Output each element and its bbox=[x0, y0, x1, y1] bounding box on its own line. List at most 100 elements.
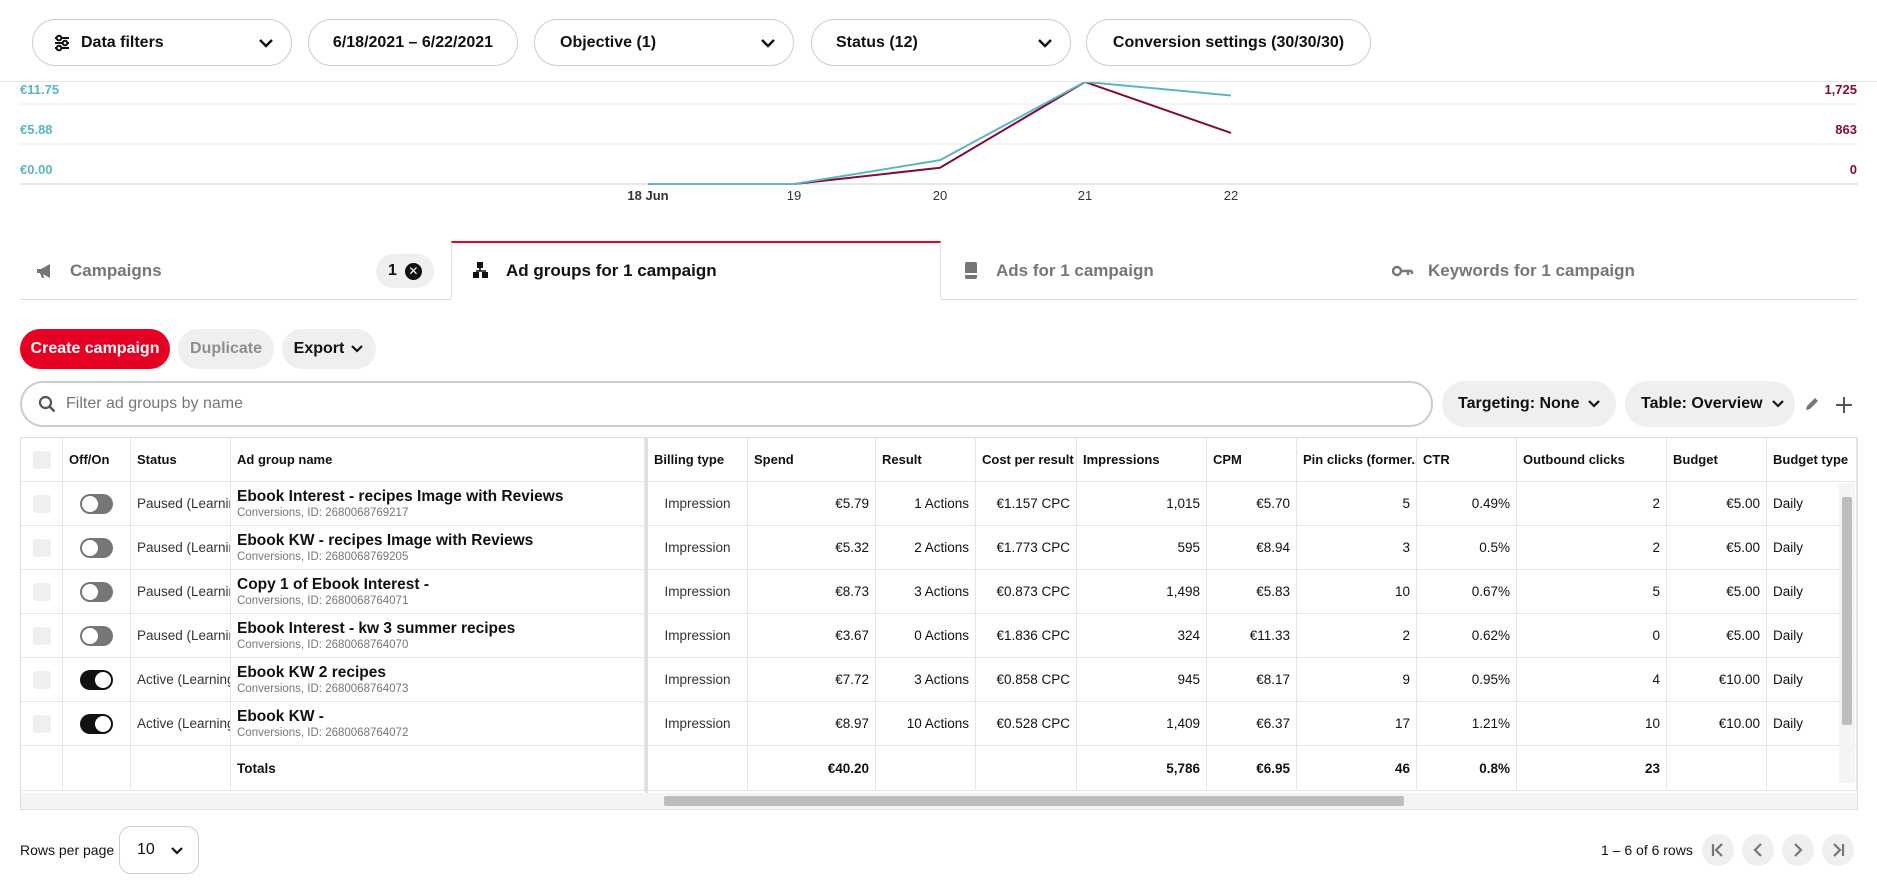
row-checkbox[interactable] bbox=[32, 670, 51, 689]
tab-keywords[interactable]: Keywords for 1 campaign bbox=[1392, 242, 1852, 300]
table-view-dropdown[interactable]: Table: Overview bbox=[1625, 381, 1795, 427]
conversion-settings-button[interactable]: Conversion settings (30/30/30) bbox=[1086, 19, 1371, 66]
last-page-button[interactable] bbox=[1822, 834, 1854, 866]
totals-cell-name: Totals bbox=[231, 746, 645, 790]
cell-pin-clicks: 2 bbox=[1297, 614, 1417, 657]
column-header-pin-clicks[interactable]: Pin clicks (former... bbox=[1297, 438, 1417, 481]
next-page-button[interactable] bbox=[1782, 834, 1814, 866]
cell-outbound: 5 bbox=[1517, 570, 1667, 613]
cell-value: Active (Learning) bbox=[137, 672, 231, 687]
cell-pin-clicks: 9 bbox=[1297, 658, 1417, 701]
totals-value: 46 bbox=[1394, 760, 1410, 776]
cell-value: €1.773 CPC bbox=[996, 540, 1070, 555]
column-header-ctr[interactable]: CTR bbox=[1417, 438, 1517, 481]
column-header-budget-type[interactable]: Budget type bbox=[1767, 438, 1857, 481]
cell-budget-type: Daily bbox=[1767, 482, 1857, 525]
vertical-scroll-thumb[interactable] bbox=[1842, 497, 1852, 725]
first-page-button[interactable] bbox=[1702, 834, 1734, 866]
export-button[interactable]: Export bbox=[282, 329, 376, 369]
ad-group-search[interactable]: Filter ad groups by name bbox=[20, 381, 1433, 427]
table-row[interactable]: Paused (Learning)Ebook Interest - kw 3 s… bbox=[21, 614, 1857, 658]
tab-campaigns[interactable]: Campaigns 1 ✕ bbox=[20, 242, 450, 300]
cell-value: €3.67 bbox=[835, 628, 869, 643]
table-row[interactable]: Active (Learning) Ebook KW 2 recipes Conve… bbox=[21, 658, 1857, 702]
column-header-on[interactable]: Off/On bbox=[63, 438, 131, 481]
column-header-name[interactable]: Ad group name bbox=[231, 438, 645, 481]
select-all-checkbox[interactable] bbox=[32, 450, 51, 469]
on-off-toggle[interactable] bbox=[80, 581, 113, 602]
data-filters-dropdown[interactable]: Data filters bbox=[32, 19, 292, 66]
cell-value: Impression bbox=[664, 540, 731, 555]
ad-group-name-link[interactable]: Ebook Interest - recipes Image with Revi… bbox=[237, 488, 564, 505]
tab-ad-groups[interactable]: Ad groups for 1 campaign bbox=[451, 241, 941, 300]
date-range-picker[interactable]: 6/18/2021 – 6/22/2021 bbox=[308, 19, 518, 66]
ad-group-name-link[interactable]: Ebook KW 2 recipes bbox=[237, 664, 387, 681]
vertical-scrollbar[interactable] bbox=[1839, 483, 1855, 783]
row-checkbox[interactable] bbox=[32, 626, 51, 645]
cell-value: Daily bbox=[1773, 716, 1804, 731]
ad-group-name-link[interactable]: Ebook Interest - kw 3 summer recipes bbox=[237, 620, 516, 637]
objective-dropdown[interactable]: Objective (1) bbox=[534, 19, 794, 66]
date-range-label: 6/18/2021 – 6/22/2021 bbox=[332, 33, 494, 51]
cell-result: 3 Actions bbox=[876, 658, 976, 701]
column-header-cpm[interactable]: CPM bbox=[1207, 438, 1297, 481]
cell-value: €0.873 CPC bbox=[996, 584, 1070, 599]
on-off-toggle[interactable] bbox=[80, 669, 113, 690]
on-off-toggle[interactable] bbox=[80, 625, 113, 646]
edit-pencil-icon[interactable] bbox=[1803, 395, 1821, 413]
column-header-result[interactable]: Result bbox=[876, 438, 976, 481]
duplicate-button[interactable]: Duplicate bbox=[178, 329, 274, 369]
rows-per-page-select[interactable]: 10 bbox=[119, 826, 199, 874]
row-checkbox[interactable] bbox=[32, 494, 51, 513]
cell-pin-clicks: 10 bbox=[1297, 570, 1417, 613]
cell-value: 5 bbox=[1652, 584, 1660, 599]
table-view-label: Table: Overview bbox=[1641, 395, 1763, 412]
cell-name: Copy 1 of Ebook Interest - Conversions, I… bbox=[231, 570, 645, 613]
horizontal-scrollbar[interactable] bbox=[21, 793, 1857, 809]
on-off-toggle[interactable] bbox=[80, 537, 113, 558]
row-checkbox[interactable] bbox=[32, 714, 51, 733]
column-header-outbound[interactable]: Outbound clicks bbox=[1517, 438, 1667, 481]
column-header-cpr[interactable]: Cost per result bbox=[976, 438, 1077, 481]
tab-keywords-label: Keywords for 1 campaign bbox=[1428, 261, 1635, 280]
prev-page-button[interactable] bbox=[1742, 834, 1774, 866]
cell-chk bbox=[21, 526, 63, 569]
column-header-status[interactable]: Status bbox=[131, 438, 231, 481]
campaign-selection-count[interactable]: 1 ✕ bbox=[376, 254, 434, 288]
targeting-dropdown[interactable]: Targeting: None bbox=[1442, 381, 1616, 427]
on-off-toggle[interactable] bbox=[80, 713, 113, 734]
ad-group-name-link[interactable]: Ebook KW - bbox=[237, 708, 324, 725]
ad-group-name-link[interactable]: Ebook KW - recipes Image with Reviews bbox=[237, 532, 534, 549]
entity-tabs: Campaigns 1 ✕ Ad groups for 1 campaign A… bbox=[20, 241, 1858, 300]
clear-selection-icon[interactable]: ✕ bbox=[404, 262, 422, 280]
row-checkbox[interactable] bbox=[32, 538, 51, 557]
cell-value: 4 bbox=[1652, 672, 1660, 687]
create-campaign-button[interactable]: Create campaign bbox=[20, 329, 170, 369]
on-off-toggle[interactable] bbox=[80, 493, 113, 514]
table-row[interactable]: Active (Learning) Ebook KW - Conversions, … bbox=[21, 702, 1857, 746]
column-header-impressions[interactable]: Impressions bbox=[1077, 438, 1207, 481]
cell-spend: €5.32 bbox=[748, 526, 876, 569]
selection-count: 1 bbox=[388, 262, 397, 279]
frozen-column-divider bbox=[645, 438, 648, 809]
add-plus-icon[interactable] bbox=[1834, 395, 1854, 415]
column-header-spend[interactable]: Spend bbox=[748, 438, 876, 481]
table-row[interactable]: Paused (Learning)Ebook KW - recipes Imag… bbox=[21, 526, 1857, 570]
cell-billing: Impression bbox=[648, 570, 748, 613]
cell-impressions: 1,409 bbox=[1077, 702, 1207, 745]
cell-impressions: 945 bbox=[1077, 658, 1207, 701]
table-row[interactable]: Paused (Learning)Copy 1 of Ebook Interes… bbox=[21, 570, 1857, 614]
ad-group-name-link[interactable]: Copy 1 of Ebook Interest - bbox=[237, 576, 430, 593]
cell-value: Impression bbox=[664, 628, 731, 643]
horizontal-scroll-thumb[interactable] bbox=[664, 796, 1404, 806]
status-dropdown[interactable]: Status (12) bbox=[811, 19, 1071, 66]
table-row[interactable]: Paused (Learning) Ebook Interest - recipe… bbox=[21, 482, 1857, 526]
cell-value: 595 bbox=[1177, 540, 1200, 555]
column-header-budget[interactable]: Budget bbox=[1667, 438, 1767, 481]
column-header-billing[interactable]: Billing type bbox=[648, 438, 748, 481]
cell-spend: €3.67 bbox=[748, 614, 876, 657]
cell-value: €1.836 CPC bbox=[996, 628, 1070, 643]
tab-ads[interactable]: Ads for 1 campaign bbox=[960, 242, 1400, 300]
row-checkbox[interactable] bbox=[32, 582, 51, 601]
totals-value: Totals bbox=[237, 760, 276, 776]
